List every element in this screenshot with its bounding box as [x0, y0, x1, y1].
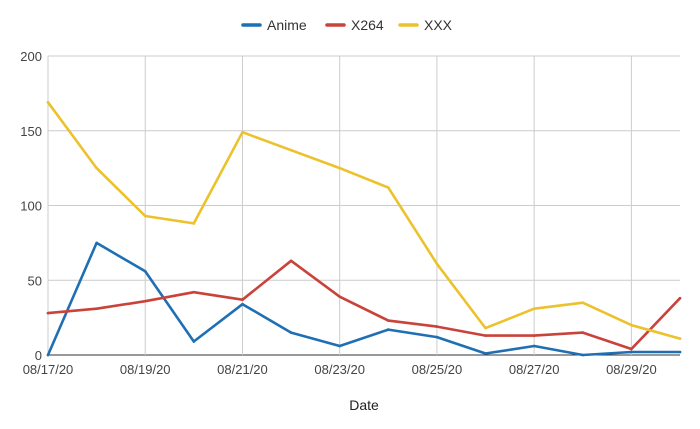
legend-label-anime: Anime — [267, 17, 307, 33]
data-point-x264-12 — [630, 347, 633, 351]
data-point-anime-6 — [338, 344, 341, 348]
data-point-xxx-13 — [678, 337, 682, 340]
data-point-x264-11 — [581, 331, 585, 334]
series-line-anime — [46, 241, 682, 357]
series-lines — [46, 101, 682, 357]
data-point-anime-12 — [630, 350, 633, 354]
data-point-xxx-10 — [532, 307, 536, 310]
data-point-xxx-5 — [289, 148, 293, 152]
data-point-x264-2 — [143, 299, 147, 303]
x-tick-label-08/19/20: 08/19/20 — [120, 362, 171, 377]
data-point-xxx-3 — [192, 222, 196, 225]
data-point-xxx-1 — [95, 166, 98, 170]
data-point-anime-5 — [289, 331, 293, 334]
data-point-anime-3 — [192, 340, 196, 343]
data-point-x264-6 — [338, 295, 341, 298]
data-point-x264-9 — [484, 334, 487, 337]
legend-label-x264: X264 — [351, 17, 384, 33]
y-tick-label-200: 200 — [20, 49, 42, 64]
data-point-x264-1 — [95, 307, 98, 310]
data-point-anime-2 — [143, 269, 147, 273]
x-tick-label-08/21/20: 08/21/20 — [217, 362, 268, 377]
data-point-anime-11 — [581, 353, 585, 357]
data-point-xxx-0 — [46, 101, 50, 104]
data-point-anime-4 — [241, 302, 244, 306]
data-point-xxx-9 — [484, 326, 487, 330]
data-point-anime-8 — [435, 335, 439, 339]
x-tick-label-08/29/20: 08/29/20 — [606, 362, 657, 377]
data-point-x264-7 — [387, 319, 390, 322]
data-point-anime-7 — [387, 328, 390, 331]
data-point-anime-10 — [532, 344, 536, 348]
data-point-x264-8 — [435, 325, 439, 328]
series-line-x264 — [46, 259, 682, 351]
data-point-xxx-12 — [630, 323, 633, 327]
x-tick-label-08/25/20: 08/25/20 — [412, 362, 463, 377]
x-tick-label-08/27/20: 08/27/20 — [509, 362, 560, 377]
legend: Anime X264 XXX — [241, 17, 453, 33]
x-tick-label-08/17/20: 08/17/20 — [23, 362, 74, 377]
data-point-x264-13 — [678, 296, 682, 300]
x-tick-label-08/23/20: 08/23/20 — [314, 362, 365, 377]
y-axis-ticks: 0 50 100 150 200 — [20, 49, 42, 363]
legend-label-xxx: XXX — [424, 17, 453, 33]
data-point-xxx-7 — [387, 186, 390, 189]
data-point-x264-4 — [241, 298, 244, 301]
data-point-xxx-2 — [143, 214, 147, 218]
data-point-anime-1 — [95, 241, 98, 245]
x-axis-title: Date — [349, 397, 379, 413]
data-point-x264-5 — [289, 259, 293, 263]
data-point-xxx-11 — [581, 301, 585, 304]
data-point-anime-0 — [46, 353, 50, 357]
data-point-x264-0 — [46, 311, 50, 315]
data-point-xxx-6 — [338, 166, 341, 170]
y-tick-label-100: 100 — [20, 199, 42, 214]
grid-lines — [47, 55, 680, 356]
data-point-x264-10 — [532, 334, 536, 337]
data-point-anime-9 — [484, 352, 487, 355]
y-tick-label-50: 50 — [28, 273, 42, 288]
x-axis-ticks: 08/17/20 08/19/20 08/21/20 08/23/20 08/25/20… — [23, 362, 657, 377]
y-tick-label-150: 150 — [20, 124, 42, 139]
data-point-anime-13 — [678, 350, 682, 354]
y-tick-label-0: 0 — [35, 348, 42, 363]
data-point-xxx-8 — [435, 262, 439, 266]
series-line-xxx — [46, 101, 682, 340]
data-point-x264-3 — [192, 290, 196, 294]
data-point-xxx-4 — [241, 130, 244, 134]
